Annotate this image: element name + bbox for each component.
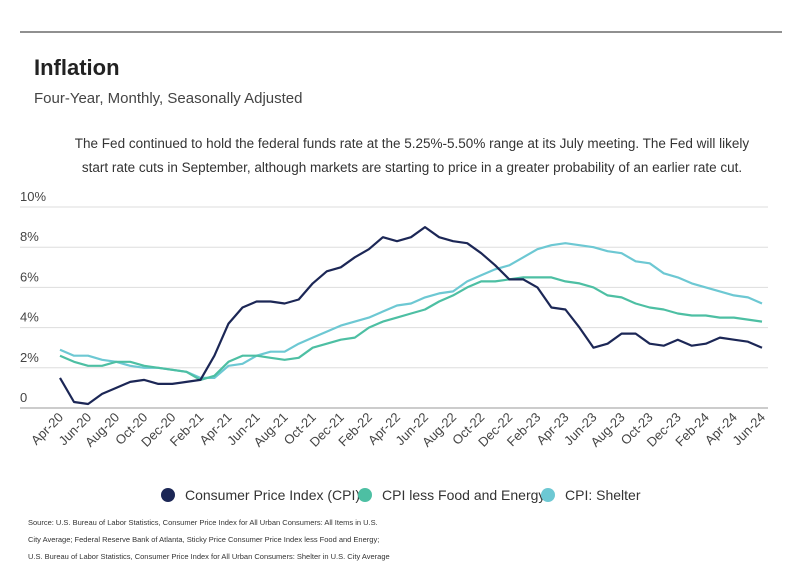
legend-label: CPI less Food and Energy	[382, 487, 545, 503]
y-tick-label: 10%	[20, 189, 46, 204]
legend-label: CPI: Shelter	[565, 487, 641, 503]
line-series	[59, 226, 763, 406]
source: Source: U.S. Bureau of Labor Statistics,…	[28, 518, 378, 527]
legend-label: Consumer Price Index (CPI)	[185, 487, 360, 503]
chart-title: Inflation	[34, 55, 120, 80]
annotation: The Fed continued to hold the federal fu…	[75, 136, 750, 151]
subtitle: Four-Year, Monthly, Seasonally Adjusted	[34, 90, 303, 107]
source: U.S. Bureau of Labor Statistics, Consume…	[28, 552, 390, 561]
legend-marker	[358, 488, 372, 502]
y-tick-label: 8%	[20, 229, 39, 244]
y-tick-label: 4%	[20, 310, 39, 325]
y-tick-label: 0	[20, 390, 27, 405]
y-tick-label: 6%	[20, 269, 39, 284]
legend-marker	[161, 488, 175, 502]
y-tick-label: 2%	[20, 350, 39, 365]
line-series	[59, 242, 763, 379]
source: City Average; Federal Reserve Bank of At…	[28, 535, 379, 544]
annotation: start rate cuts in September, although m…	[82, 160, 742, 175]
line-series	[59, 276, 763, 381]
legend-marker	[541, 488, 555, 502]
